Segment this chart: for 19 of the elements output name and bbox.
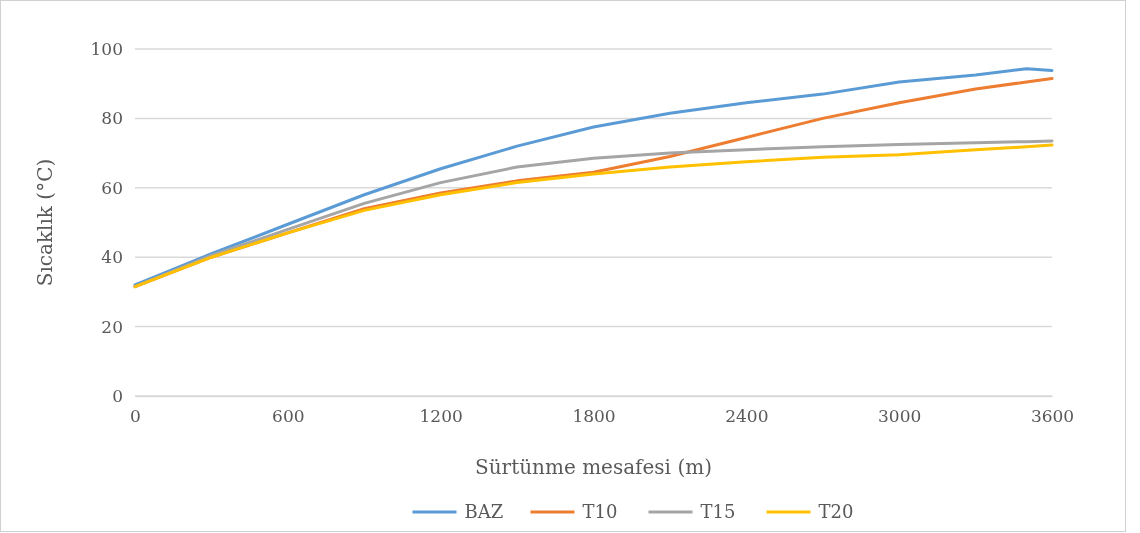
x-tick-label: 600: [272, 406, 305, 427]
legend-label: T20: [818, 501, 854, 522]
legend-label: T10: [582, 501, 618, 522]
x-axis-title: Sürtünme mesafesi (m): [475, 455, 712, 479]
legend-label: BAZ: [464, 501, 504, 522]
y-axis-title: Sıcaklık (°C): [33, 158, 57, 287]
y-tick-label: 40: [101, 247, 123, 268]
x-tick-label: 0: [130, 406, 141, 427]
y-tick-label: 100: [90, 38, 123, 59]
legend-label: T15: [700, 501, 736, 522]
y-tick-label: 0: [112, 385, 123, 406]
y-tick-label: 60: [101, 177, 123, 198]
x-tick-label: 1800: [572, 406, 616, 427]
x-tick-label: 1200: [419, 406, 463, 427]
y-tick-label: 20: [101, 316, 123, 337]
x-tick-label: 2400: [725, 406, 769, 427]
x-tick-label: 3000: [878, 406, 922, 427]
y-tick-label: 80: [101, 108, 123, 129]
x-tick-label: 3600: [1030, 406, 1075, 427]
